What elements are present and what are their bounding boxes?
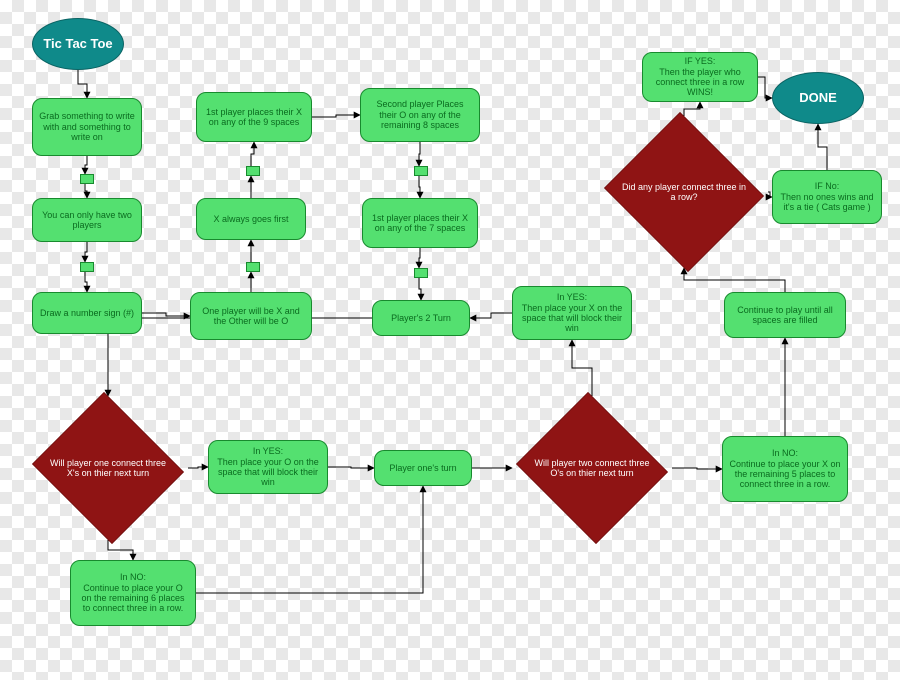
node-label: Second player Places their O on any of t… [367, 99, 473, 130]
node-p2_8: Second player Places their O on any of t… [360, 88, 480, 142]
node-xfirst: X always goes first [196, 198, 306, 240]
node-d1: Will player one connect three X's on thi… [28, 396, 188, 540]
node-c1 [80, 174, 94, 184]
node-d2: Will player two connect three O's on thi… [512, 396, 672, 540]
node-label: In YES: Then place your O on the space t… [215, 446, 321, 487]
node-drawnum: Draw a number sign (#) [32, 292, 142, 334]
node-start: Tic Tac Toe [32, 18, 124, 70]
node-d3: Did any player connect three in a row? [600, 116, 768, 268]
node-label: In NO: Continue to place your X on the r… [729, 448, 841, 489]
node-yes_o: In YES: Then place your O on the space t… [208, 440, 328, 494]
node-label: Will player two connect three O's on thi… [533, 458, 651, 479]
node-p1turn: Player one's turn [374, 450, 472, 486]
node-yes_x: In YES: Then place your X on the space t… [512, 286, 632, 340]
node-c5 [414, 166, 428, 176]
node-label: DONE [799, 91, 837, 106]
node-no_o: In NO: Continue to place your O on the r… [70, 560, 196, 626]
node-xo: One player will be X and the Other will … [190, 292, 312, 340]
node-label: IF YES: Then the player who connect thre… [649, 56, 751, 97]
node-ifyes: IF YES: Then the player who connect thre… [642, 52, 758, 102]
node-p1_9: 1st player places their X on any of the … [196, 92, 312, 142]
node-c3 [246, 262, 260, 272]
node-label: You can only have two players [39, 210, 135, 231]
node-label: 1st player places their X on any of the … [203, 107, 305, 128]
node-grab: Grab something to write with and somethi… [32, 98, 142, 156]
node-label: IF No: Then no ones wins and it's a tie … [779, 181, 875, 212]
node-ifno: IF No: Then no ones wins and it's a tie … [772, 170, 882, 224]
node-label: In YES: Then place your X on the space t… [519, 292, 625, 333]
node-cont: Continue to play until all spaces are fi… [724, 292, 846, 338]
flowchart-canvas: Tic Tac Toe DONE Grab something to write w… [0, 0, 900, 680]
node-label: Continue to play until all spaces are fi… [731, 305, 839, 326]
node-done: DONE [772, 72, 864, 124]
node-label: One player will be X and the Other will … [197, 306, 305, 327]
node-label: Did any player connect three in a row? [622, 182, 747, 203]
node-label: Grab something to write with and somethi… [39, 111, 135, 142]
node-two: You can only have two players [32, 198, 142, 242]
node-label: Draw a number sign (#) [40, 308, 134, 318]
node-c2 [80, 262, 94, 272]
node-p1_7: 1st player places their X on any of the … [362, 198, 478, 248]
node-label: In NO: Continue to place your O on the r… [77, 572, 189, 613]
node-p2turn: Player's 2 Turn [372, 300, 470, 336]
node-label: 1st player places their X on any of the … [369, 213, 471, 234]
node-label: Tic Tac Toe [43, 37, 112, 52]
node-label: Player one's turn [389, 463, 456, 473]
node-c4 [246, 166, 260, 176]
node-no_x: In NO: Continue to place your X on the r… [722, 436, 848, 502]
node-label: X always goes first [213, 214, 288, 224]
node-label: Player's 2 Turn [391, 313, 451, 323]
node-c6 [414, 268, 428, 278]
node-label: Will player one connect three X's on thi… [49, 458, 167, 479]
